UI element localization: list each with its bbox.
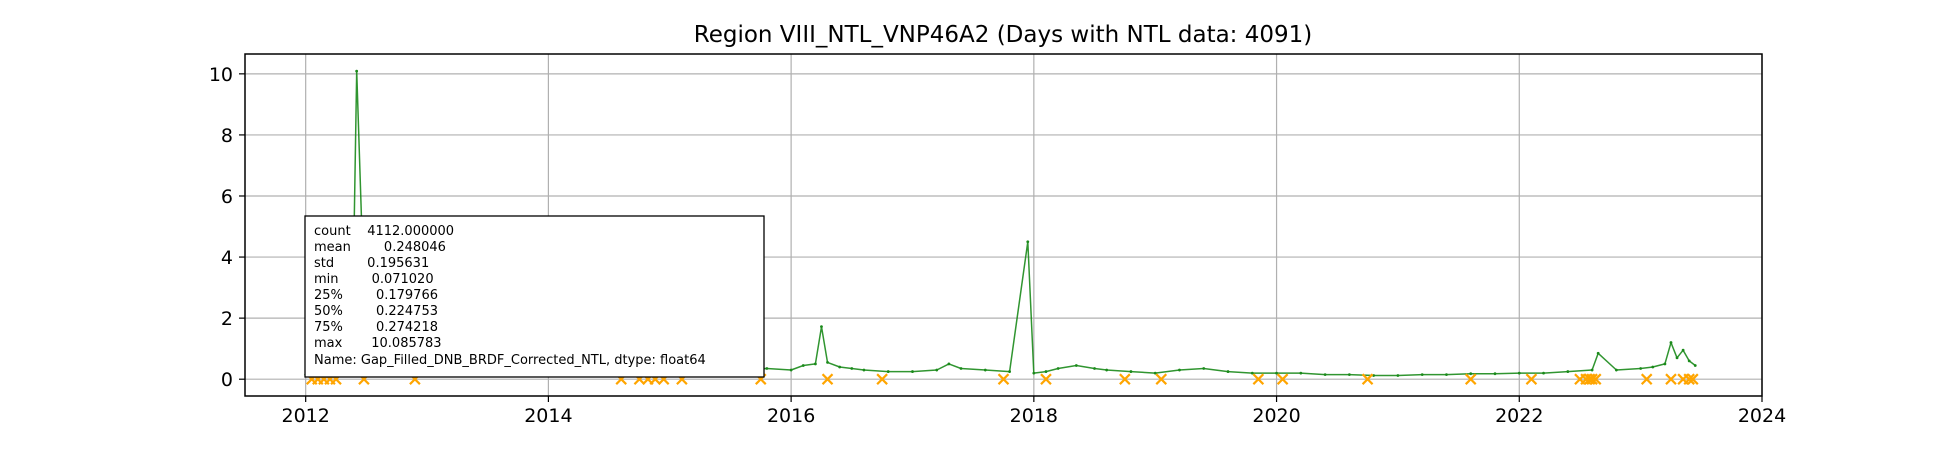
- missing-data-marker: [1119, 373, 1131, 385]
- ntl-data-point: [1639, 367, 1643, 370]
- ntl-data-point: [789, 368, 793, 372]
- ntl-data-point: [1032, 371, 1036, 375]
- missing-data-marker: [1252, 373, 1265, 385]
- ntl-data-point: [1250, 371, 1254, 375]
- x-tick-label: 2020: [1252, 405, 1300, 427]
- ntl-data-point: [1681, 348, 1685, 352]
- ntl-data-point: [1026, 240, 1030, 244]
- ntl-data-point: [886, 370, 890, 373]
- ntl-data-point: [935, 368, 939, 372]
- ntl-data-point: [1008, 370, 1011, 373]
- missing-data-marker: [876, 373, 888, 385]
- ntl-data-point: [820, 325, 823, 329]
- stats-line-min: min 0.071020: [314, 272, 434, 287]
- ntl-data-point: [1517, 371, 1521, 375]
- stats-line-count: count 4112.000000: [314, 224, 454, 239]
- ntl-data-point: [1153, 371, 1157, 375]
- stats-box-frame: [304, 215, 765, 378]
- y-tick-label: 8: [221, 125, 233, 147]
- x-tick-label: 2024: [1738, 405, 1786, 427]
- missing-data-marker: [821, 373, 834, 385]
- ntl-data-point: [1596, 351, 1600, 355]
- ntl-data-point: [1396, 374, 1400, 377]
- ntl-data-point: [1299, 371, 1303, 375]
- ntl-data-point: [1669, 341, 1673, 344]
- ntl-data-point: [1614, 368, 1618, 372]
- ntl-data-point: [947, 362, 951, 366]
- ntl-data-point: [801, 364, 805, 367]
- ntl-data-point: [1275, 371, 1278, 375]
- missing-data-marker: [1665, 373, 1677, 385]
- ntl-data-point: [813, 362, 817, 366]
- y-tick-label: 4: [221, 247, 233, 269]
- missing-data-marker: [997, 373, 1010, 385]
- ntl-data-point: [1044, 370, 1048, 373]
- missing-data-marker: [1525, 373, 1538, 385]
- ntl-data-point: [1693, 364, 1697, 367]
- x-tick-label: 2016: [767, 405, 815, 427]
- ntl-data-point: [355, 69, 359, 73]
- ntl-data-point: [1663, 362, 1667, 366]
- ntl-data-point: [983, 368, 987, 372]
- x-tick-label: 2014: [524, 405, 572, 427]
- missing-data-marker: [1155, 373, 1168, 385]
- missing-data-marker: [1276, 373, 1289, 385]
- ntl-data-point: [765, 367, 769, 370]
- y-tick-label: 10: [209, 64, 233, 86]
- ntl-data-point: [1542, 371, 1545, 375]
- ntl-data-point: [1323, 373, 1327, 377]
- stats-line-std: std 0.195631: [314, 256, 429, 271]
- stats-line-25pct: 25% 0.179766: [314, 288, 438, 303]
- missing-data-marker: [1464, 373, 1477, 385]
- ntl-data-point: [1347, 373, 1351, 377]
- x-tick-label: 2022: [1495, 405, 1543, 427]
- ntl-data-point: [1445, 373, 1448, 377]
- ntl-data-point: [1178, 368, 1181, 372]
- ntl-data-point: [1074, 364, 1078, 367]
- ntl-data-point: [826, 361, 829, 364]
- ntl-data-point: [1202, 367, 1206, 370]
- ntl-data-point: [1651, 365, 1655, 369]
- stats-line-max: max 10.085783: [314, 336, 442, 351]
- stats-line-50pct: 50% 0.224753: [314, 304, 438, 319]
- ntl-data-point: [1420, 373, 1424, 377]
- x-tick-label: 2012: [282, 405, 330, 427]
- ntl-data-point: [959, 367, 963, 370]
- ntl-data-point: [1093, 367, 1096, 370]
- missing-data-marker: [1361, 373, 1374, 385]
- ntl-data-point: [1493, 372, 1497, 376]
- summary-stats-box: count 4112.000000 mean 0.248046 std 0.19…: [304, 215, 765, 378]
- plot-area: 2012 2014 2016 2018 2020 2022 2024 0 2 4 6 8 10: [209, 53, 1786, 427]
- ntl-data-point: [1566, 370, 1570, 373]
- missing-data-marker: [1040, 373, 1052, 385]
- ntl-data-point: [838, 365, 842, 369]
- ntl-data-point: [850, 367, 854, 370]
- missing-data-marker: [1640, 373, 1653, 385]
- chart-title: Region VIII_NTL_VNP46A2 (Days with NTL d…: [694, 22, 1313, 48]
- ntl-data-point: [1687, 359, 1691, 363]
- stats-line-75pct: 75% 0.274218: [314, 320, 438, 335]
- ntl-data-point: [1129, 370, 1133, 373]
- stats-line-name: Name: Gap_Filled_DNB_BRDF_Corrected_NTL,…: [314, 353, 706, 368]
- axes-frame: [244, 53, 1763, 397]
- stats-line-mean: mean 0.248046: [314, 240, 446, 255]
- y-tick-label: 0: [221, 369, 233, 391]
- y-tick-label: 2: [221, 308, 233, 330]
- ntl-data-point: [1469, 372, 1473, 376]
- missing-data-marker: [1586, 373, 1598, 385]
- missing-data-marker: [1589, 373, 1602, 385]
- ntl-data-point: [1105, 368, 1109, 372]
- ntl-data-point: [1590, 368, 1594, 372]
- ntl-data-point: [911, 370, 914, 373]
- missing-data-marker: [1683, 373, 1695, 385]
- y-tick-label: 6: [221, 186, 233, 208]
- ntl-data-point: [862, 368, 866, 372]
- x-tick-label: 2018: [1010, 405, 1058, 427]
- missing-data-marker: [1687, 373, 1699, 385]
- ntl-data-point: [1056, 367, 1060, 370]
- ntl-data-point: [1226, 370, 1230, 373]
- ntl-data-point: [1675, 356, 1679, 360]
